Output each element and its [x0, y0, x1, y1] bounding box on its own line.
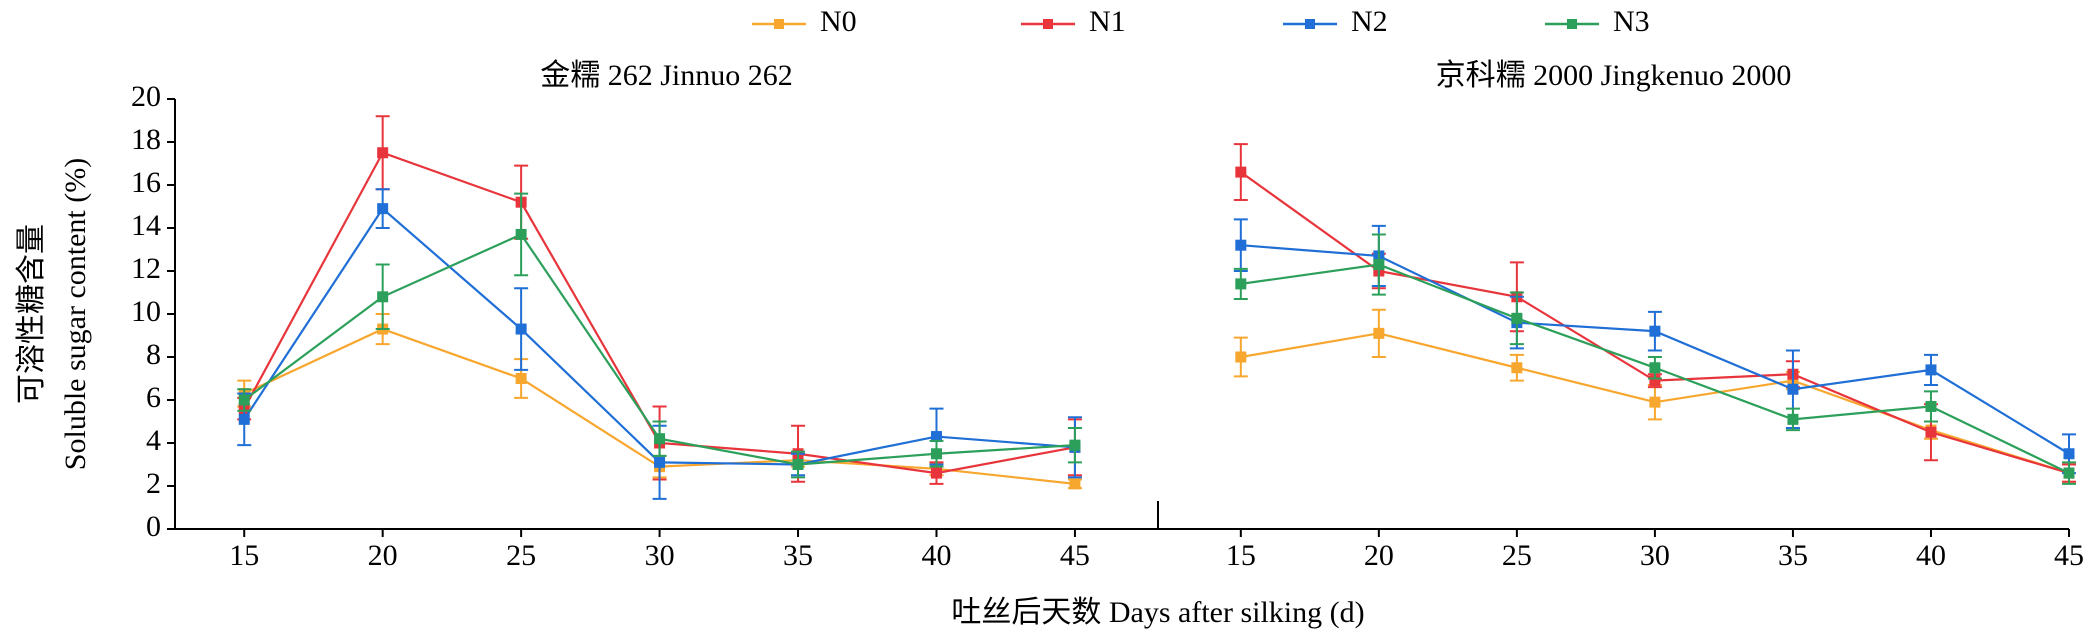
x-tick-label: 40	[1916, 539, 1946, 572]
y-tick-label: 16	[131, 166, 161, 199]
data-point	[1373, 327, 1385, 339]
panel-title: 金糯 262 Jinnuo 262	[540, 59, 793, 92]
legend-label: N2	[1351, 5, 1388, 38]
data-point	[1235, 166, 1247, 178]
data-point	[377, 203, 389, 215]
y-tick-label: 2	[146, 467, 161, 500]
data-point	[1373, 259, 1385, 271]
legend-marker	[1043, 19, 1053, 29]
data-point	[1069, 478, 1081, 490]
data-point	[654, 433, 666, 445]
data-point	[1787, 383, 1799, 395]
data-point	[1511, 312, 1523, 324]
x-tick-label: 25	[1502, 539, 1532, 572]
data-point	[238, 413, 250, 425]
data-point	[1925, 364, 1937, 376]
y-tick-label: 20	[131, 80, 161, 113]
x-tick-label: 40	[921, 539, 951, 572]
data-point	[515, 373, 527, 384]
data-point	[238, 394, 250, 406]
data-point	[1787, 413, 1799, 425]
legend-label: N3	[1613, 5, 1650, 38]
y-tick-label: 6	[146, 381, 161, 414]
data-point	[1925, 426, 1937, 438]
x-tick-label: 30	[645, 539, 675, 572]
y-axis-label: 可溶性糖含量	[15, 224, 48, 404]
y-tick-label: 8	[146, 338, 161, 371]
x-tick-label: 20	[368, 539, 398, 572]
legend-marker	[1305, 19, 1315, 29]
data-point	[930, 467, 942, 479]
data-point	[930, 431, 942, 443]
data-point	[2063, 448, 2075, 460]
data-point	[1649, 362, 1661, 374]
x-axis-label: 吐丝后天数 Days after silking (d)	[951, 596, 1364, 629]
data-point	[1235, 351, 1247, 363]
data-point	[1511, 362, 1523, 374]
data-point	[1649, 396, 1661, 408]
data-point	[1235, 239, 1247, 251]
x-tick-label: 45	[1060, 539, 1090, 572]
panel-title: 京科糯 2000 Jingkenuo 2000	[1436, 59, 1792, 92]
data-point	[2063, 467, 2075, 479]
legend-label: N0	[820, 5, 857, 38]
legend-marker	[774, 19, 784, 29]
x-tick-label: 35	[1778, 539, 1808, 572]
data-point	[377, 291, 389, 303]
data-point	[1235, 278, 1247, 290]
legend-marker	[1567, 19, 1577, 29]
data-point	[515, 323, 527, 335]
data-point	[1649, 375, 1661, 387]
data-point	[1649, 325, 1661, 337]
y-axis-label: Soluble sugar content (%)	[59, 158, 92, 470]
x-tick-label: 15	[1226, 539, 1256, 572]
data-point	[377, 147, 389, 159]
x-tick-label: 35	[783, 539, 813, 572]
data-point	[1925, 400, 1937, 412]
y-tick-label: 0	[146, 510, 161, 543]
y-tick-label: 14	[131, 209, 161, 242]
y-tick-label: 18	[131, 123, 161, 156]
data-point	[515, 228, 527, 240]
data-point	[930, 448, 942, 460]
x-tick-label: 15	[229, 539, 259, 572]
y-tick-label: 4	[146, 424, 161, 457]
x-tick-label: 45	[2054, 539, 2084, 572]
data-point	[1069, 439, 1081, 451]
y-tick-label: 12	[131, 252, 161, 285]
x-tick-label: 25	[506, 539, 536, 572]
x-tick-label: 30	[1640, 539, 1670, 572]
x-tick-label: 20	[1364, 539, 1394, 572]
data-point	[654, 456, 666, 468]
legend-label: N1	[1089, 5, 1126, 38]
data-point	[792, 459, 804, 470]
y-tick-label: 10	[131, 295, 161, 328]
